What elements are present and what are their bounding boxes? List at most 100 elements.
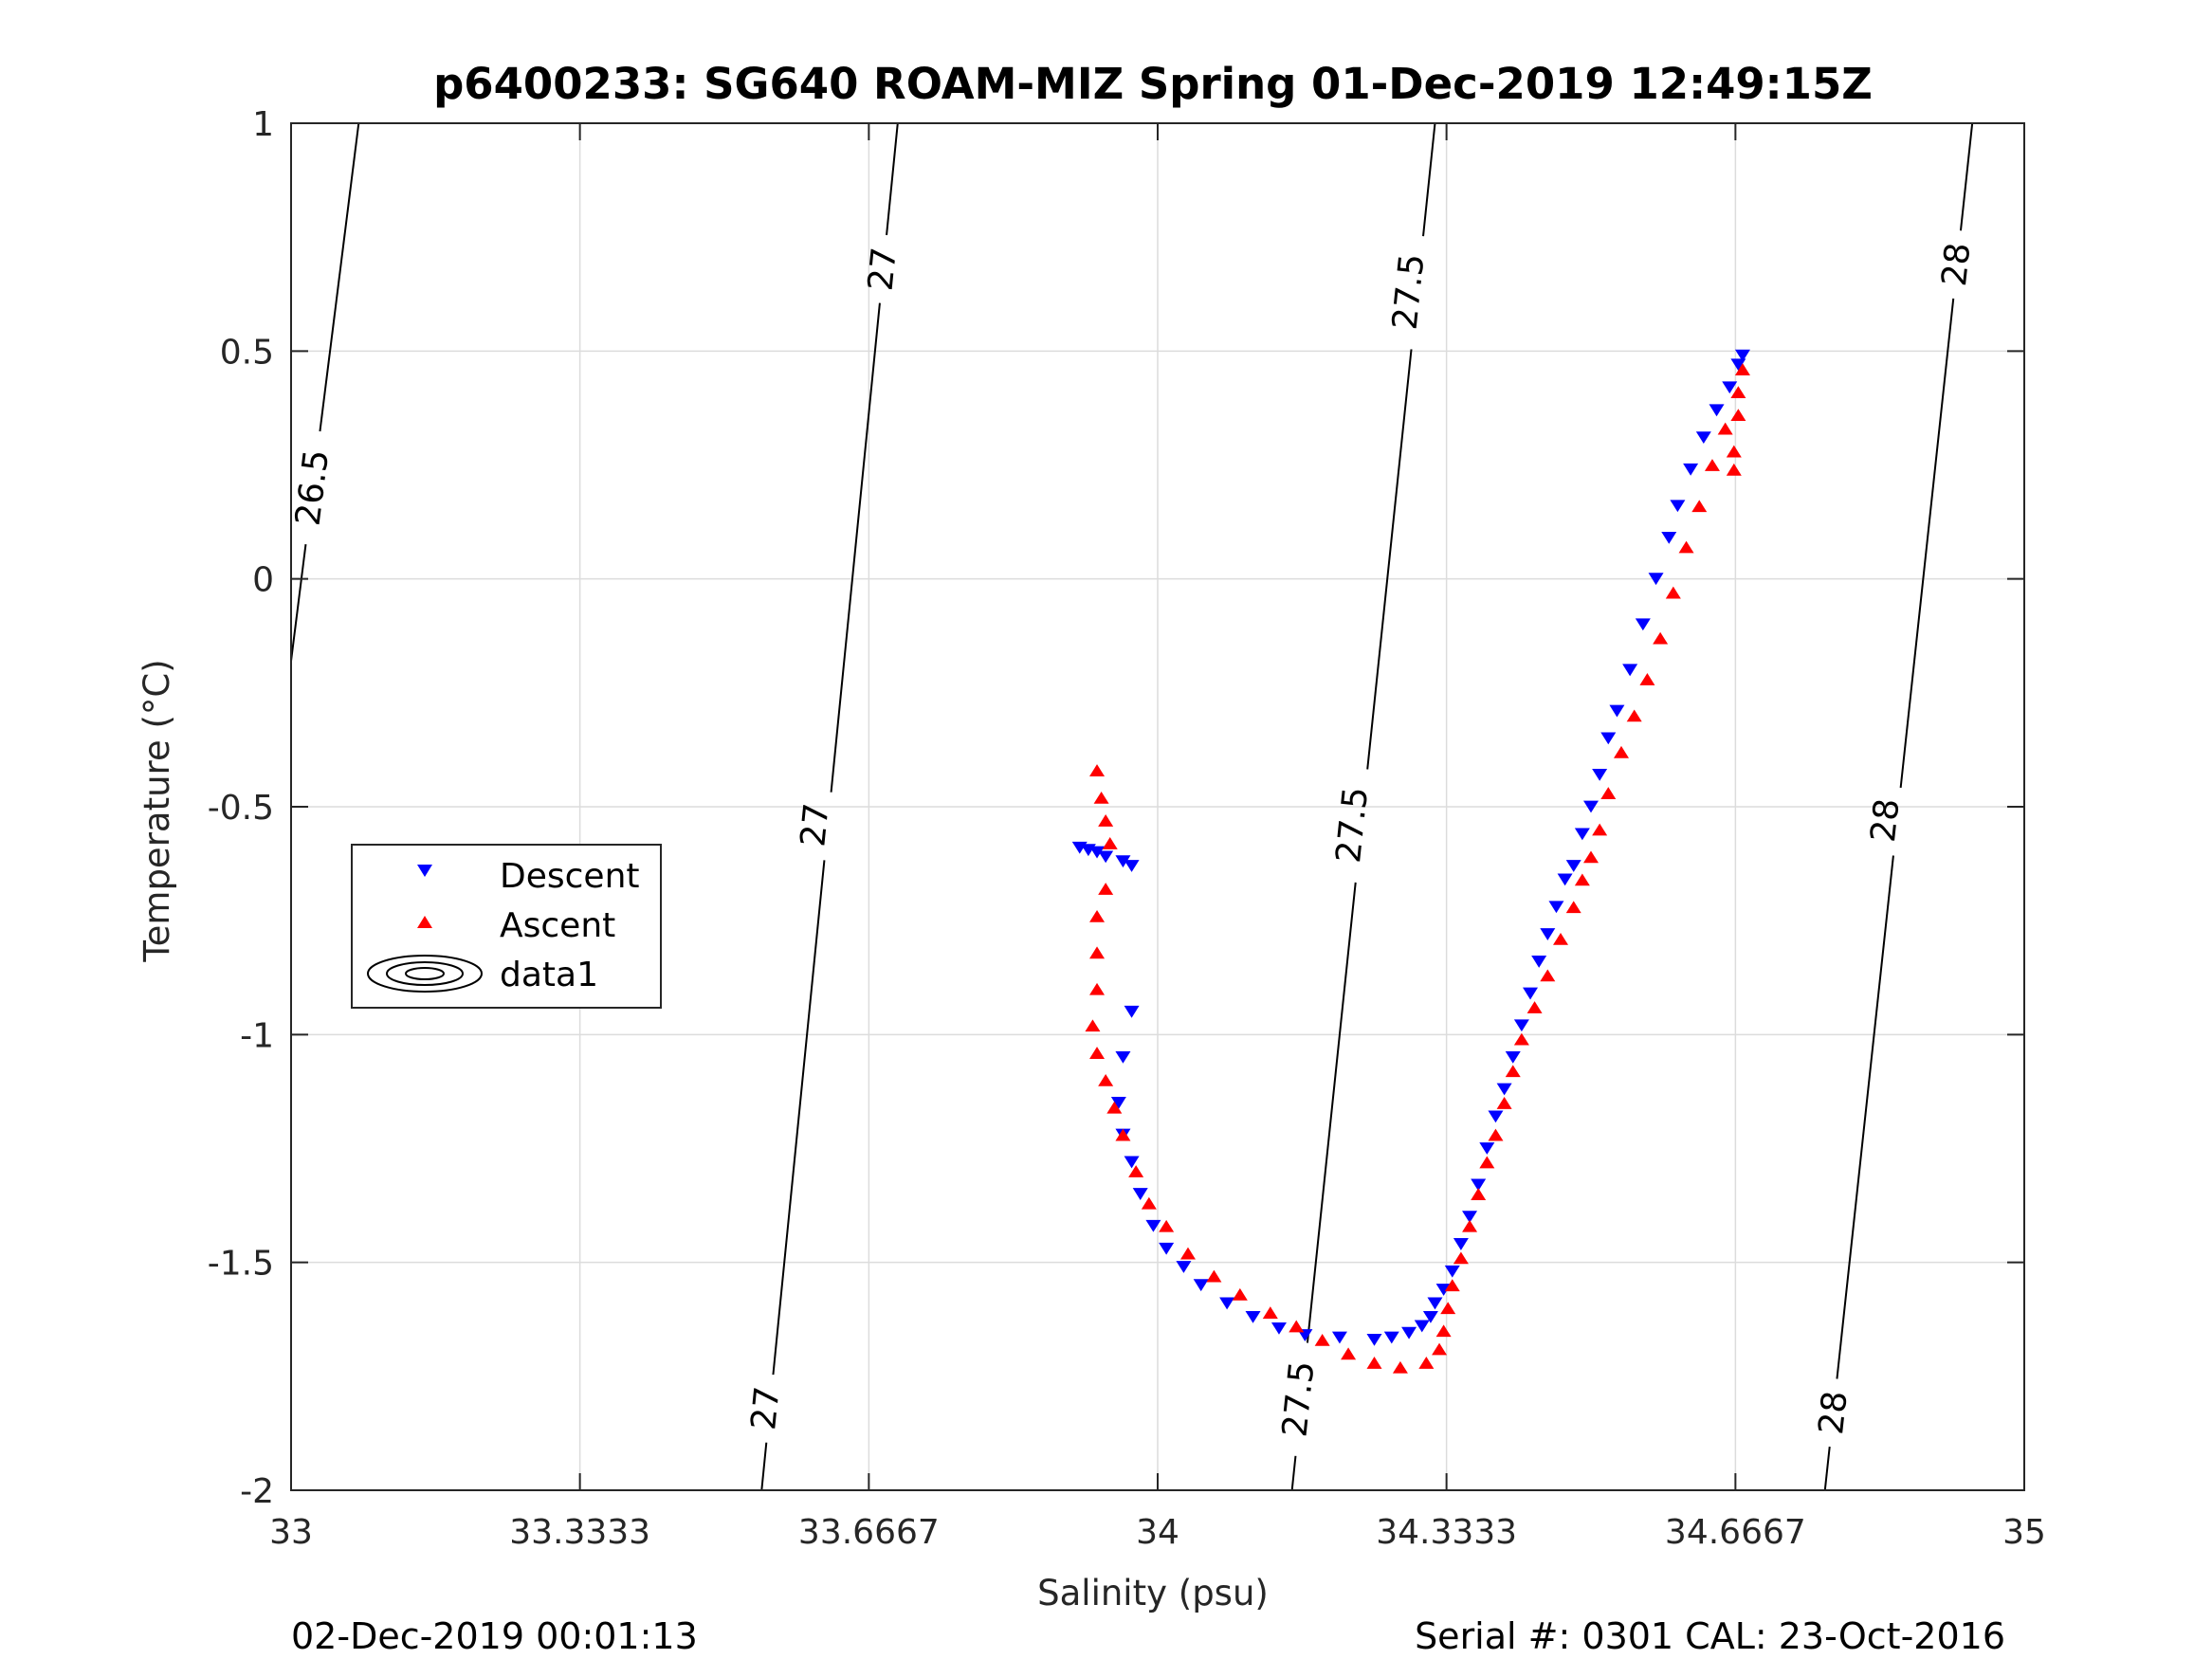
data-point-descent	[1574, 828, 1590, 841]
data-point-ascent	[1574, 873, 1590, 886]
contour-label: 26.5	[289, 447, 338, 528]
data-point-descent	[1471, 1178, 1487, 1192]
data-point-ascent	[1232, 1287, 1248, 1301]
density-contour-28	[1959, 122, 1974, 231]
data-point-ascent	[1440, 1302, 1456, 1315]
density-contour-27	[772, 860, 826, 1376]
contour-label: 28	[1864, 796, 1908, 844]
footer-timestamp: 02-Dec-2019 00:01:13	[291, 1615, 698, 1657]
data-point-descent	[1124, 1156, 1140, 1169]
data-point-descent	[1592, 768, 1608, 781]
contour-label: 27	[794, 801, 836, 848]
data-point-ascent	[1141, 1196, 1157, 1210]
data-point-descent	[1193, 1279, 1209, 1292]
data-point-descent	[1366, 1333, 1382, 1346]
density-contour-27-5	[1366, 349, 1413, 770]
contour-label: 28	[1812, 1389, 1856, 1436]
density-contour-26-5	[290, 543, 307, 662]
legend: Descent Ascent data1	[351, 844, 662, 1009]
data-point-ascent	[1505, 1065, 1521, 1078]
data-point-ascent	[1128, 1165, 1144, 1177]
data-point-ascent	[1488, 1128, 1504, 1141]
data-point-descent	[1695, 431, 1711, 445]
data-point-descent	[1297, 1329, 1313, 1341]
data-point-descent	[1609, 704, 1625, 718]
density-contour-28	[1899, 298, 1955, 789]
data-point-ascent	[1496, 1097, 1512, 1109]
data-point-ascent	[1089, 982, 1106, 995]
data-point-descent	[1513, 1019, 1529, 1032]
density-contour-28	[1823, 1446, 1831, 1491]
data-point-descent	[1124, 1005, 1140, 1018]
data-point-ascent	[1418, 1357, 1435, 1369]
data-point-descent	[1245, 1310, 1261, 1323]
density-contour-27-5	[1306, 882, 1357, 1343]
data-point-ascent	[1653, 631, 1669, 645]
data-point-ascent	[1106, 1101, 1123, 1114]
y-tick-label: -1	[240, 1016, 274, 1055]
data-point-ascent	[1453, 1251, 1469, 1265]
data-point-descent	[1453, 1238, 1469, 1250]
x-tick-label: 33.3333	[509, 1513, 650, 1552]
data-point-descent	[1648, 573, 1664, 586]
data-point-ascent	[1159, 1219, 1175, 1232]
data-point-ascent	[1098, 883, 1114, 895]
x-tick-label: 33	[269, 1513, 313, 1552]
legend-label-descent: Descent	[500, 857, 640, 896]
data-point-ascent	[1565, 901, 1581, 914]
data-point-descent	[1531, 956, 1547, 968]
legend-label-data1: data1	[500, 956, 598, 994]
density-contour-27-5	[1422, 122, 1436, 237]
data-point-ascent	[1206, 1269, 1222, 1283]
data-point-descent	[1523, 987, 1539, 1000]
x-tick-label: 34	[1136, 1513, 1179, 1552]
legend-marker-descent	[417, 865, 432, 877]
data-point-ascent	[1262, 1306, 1278, 1319]
data-point-ascent	[1678, 540, 1694, 554]
contour-label: 27	[862, 246, 905, 293]
data-point-descent	[1734, 349, 1750, 362]
footer-serial-cal: Serial #: 0301 CAL: 23-Oct-2016	[1415, 1615, 2005, 1657]
data-point-ascent	[1639, 673, 1655, 685]
data-point-descent	[1132, 1188, 1148, 1200]
data-point-descent	[1505, 1050, 1521, 1064]
x-tick-label: 34.6667	[1665, 1513, 1806, 1552]
x-tick-label: 35	[2002, 1513, 2046, 1552]
data-point-descent	[1730, 358, 1746, 372]
data-point-ascent	[1513, 1032, 1529, 1046]
data-point-ascent	[1098, 814, 1114, 827]
data-point-ascent	[1366, 1357, 1382, 1369]
data-point-descent	[1683, 463, 1699, 476]
y-tick-label: -2	[240, 1472, 274, 1511]
contour-label: 27.5	[1275, 1359, 1322, 1439]
data-point-ascent	[1098, 1074, 1114, 1086]
legend-box	[351, 844, 662, 1009]
density-contour-27	[760, 1442, 768, 1491]
data-point-descent	[1115, 1050, 1131, 1064]
data-point-descent	[1145, 1219, 1161, 1232]
data-point-descent	[1488, 1110, 1504, 1123]
legend-marker-contour	[367, 955, 483, 993]
data-point-descent	[1540, 928, 1556, 940]
data-point-descent	[1722, 381, 1738, 394]
data-point-ascent	[1526, 1001, 1543, 1013]
data-point-ascent	[1289, 1320, 1305, 1333]
data-point-descent	[1661, 532, 1677, 544]
density-contour-27-5	[1290, 1455, 1297, 1491]
data-point-ascent	[1089, 909, 1106, 922]
data-point-ascent	[1462, 1219, 1478, 1232]
data-point-descent	[1110, 1097, 1126, 1109]
density-contour-26-5	[319, 122, 360, 432]
data-point-descent	[1427, 1297, 1443, 1310]
y-tick-label: -0.5	[208, 789, 274, 828]
data-point-descent	[1176, 1261, 1192, 1273]
data-point-ascent	[1435, 1324, 1452, 1338]
data-point-descent	[1479, 1142, 1495, 1155]
data-point-ascent	[1717, 422, 1733, 435]
x-tick-label: 33.6667	[798, 1513, 940, 1552]
data-point-descent	[1414, 1320, 1430, 1333]
data-point-descent	[1709, 404, 1725, 417]
data-point-descent	[1444, 1265, 1460, 1278]
data-point-descent	[1098, 850, 1114, 864]
